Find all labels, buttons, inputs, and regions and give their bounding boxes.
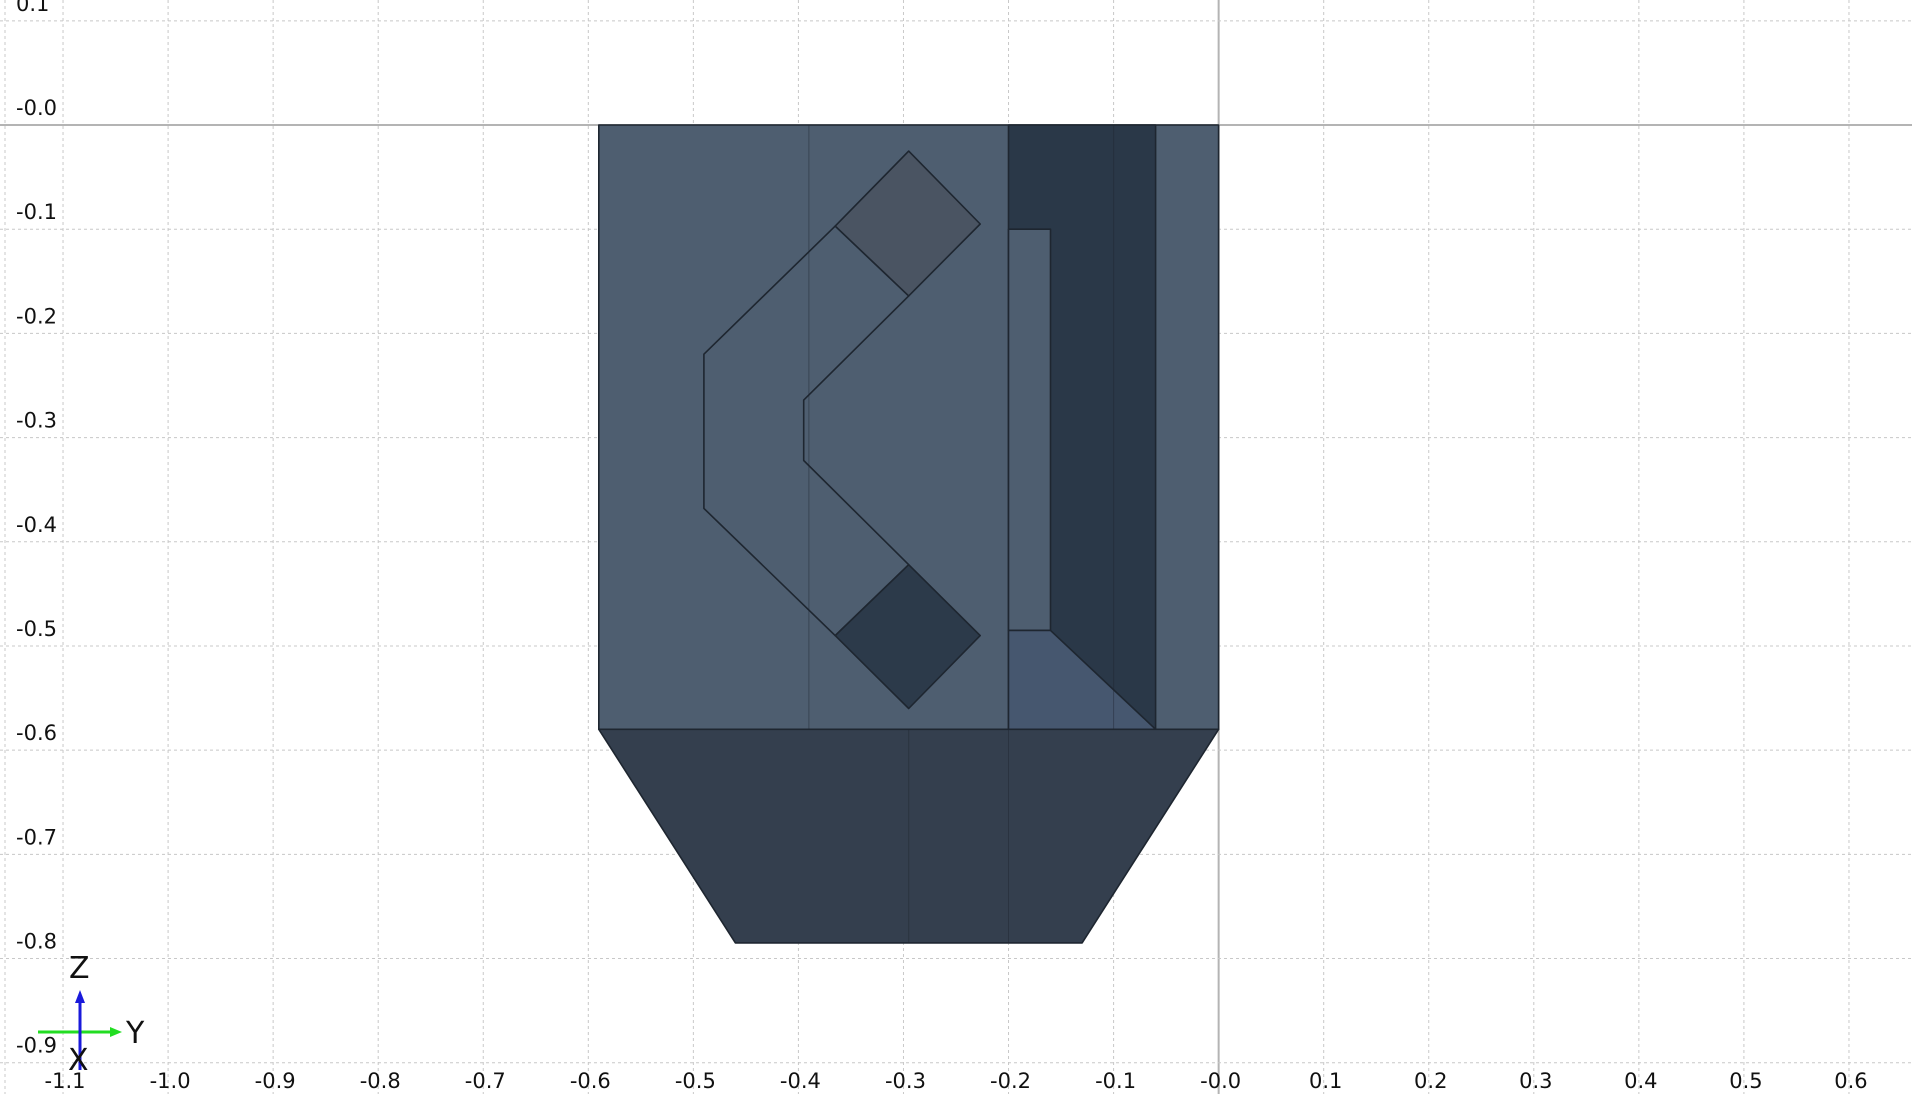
y-tick-label: -0.5 xyxy=(16,617,57,641)
x-tick-label: -0.2 xyxy=(990,1069,1031,1093)
y-tick-label: -0.9 xyxy=(16,1034,57,1058)
x-tick-label: -0.9 xyxy=(255,1069,296,1093)
diamond-top-face[interactable] xyxy=(834,150,982,297)
triad-y-arrowhead xyxy=(110,1027,122,1037)
y-tick-label: -0.7 xyxy=(16,825,57,849)
y-tick-label: -0.8 xyxy=(16,930,57,954)
x-tick-label: 0.5 xyxy=(1729,1069,1762,1093)
x-tick-label: -0.3 xyxy=(885,1069,926,1093)
x-tick-label: -0.8 xyxy=(360,1069,401,1093)
y-tick-label: 0.1 xyxy=(16,0,49,16)
slot-face[interactable] xyxy=(1007,228,1052,632)
y-tick-label: -0.3 xyxy=(16,409,57,433)
x-tick-label: -1.1 xyxy=(45,1069,86,1093)
bottom-trapezoid-face[interactable] xyxy=(597,728,1220,944)
triad-x-label: X xyxy=(68,1043,89,1078)
axis-tick-labels: -1.1 -1.0 -0.9 -0.8 -0.7 -0.6 -0.5 -0.4 -0.3 -0.2… xyxy=(16,0,1868,1093)
triad-z-label: Z xyxy=(69,951,90,986)
y-tick-label: -0.4 xyxy=(16,513,57,537)
x-tick-label: -1.0 xyxy=(150,1069,191,1093)
y-tick-label: -0.0 xyxy=(16,96,57,120)
diamond-bottom-face[interactable] xyxy=(834,563,982,710)
y-tick-label: -0.2 xyxy=(16,304,57,328)
x-tick-label: 0.3 xyxy=(1519,1069,1552,1093)
x-tick-label: -0.5 xyxy=(675,1069,716,1093)
x-tick-label: 0.6 xyxy=(1834,1069,1867,1093)
orientation-triad: Z Y X xyxy=(38,951,145,1078)
triad-z-arrowhead xyxy=(75,990,85,1003)
x-tick-label: -0.4 xyxy=(780,1069,821,1093)
triad-y-label: Y xyxy=(125,1016,145,1051)
x-tick-label: -0.7 xyxy=(465,1069,506,1093)
x-tick-label: 0.4 xyxy=(1624,1069,1657,1093)
model-geometry[interactable] xyxy=(597,124,1220,944)
x-tick-label: -0.6 xyxy=(570,1069,611,1093)
x-tick-label: -0.0 xyxy=(1200,1069,1241,1093)
y-tick-label: -0.6 xyxy=(16,721,57,745)
x-tick-label: 0.2 xyxy=(1414,1069,1447,1093)
x-tick-label: -0.1 xyxy=(1095,1069,1136,1093)
y-tick-label: -0.1 xyxy=(16,200,57,224)
x-tick-label: 0.1 xyxy=(1309,1069,1342,1093)
